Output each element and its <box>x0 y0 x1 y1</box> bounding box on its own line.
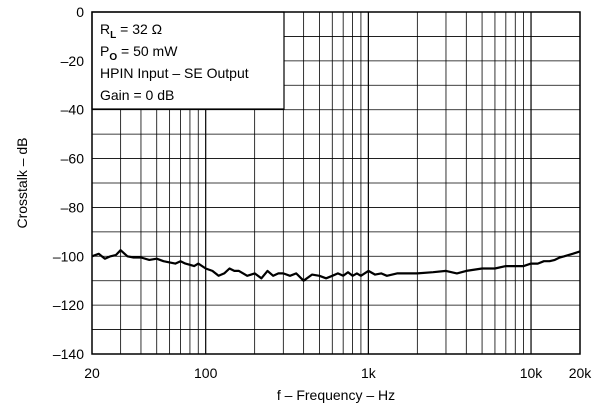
x-axis-title: f – Frequency – Hz <box>277 387 395 403</box>
plot-frame <box>91 11 581 355</box>
x-tick-label: 20k <box>569 365 593 381</box>
y-tick-label: –120 <box>53 297 84 313</box>
y-tick-label: 0 <box>76 4 84 20</box>
x-tick-label: 20 <box>84 365 100 381</box>
condition-label: HPIN Input – SE Output <box>100 65 249 81</box>
series-line <box>91 249 581 282</box>
y-tick-label: –60 <box>61 151 85 167</box>
condition-label: PO = 50 mW <box>100 43 178 63</box>
y-tick-label: –80 <box>61 199 85 215</box>
y-tick-label: –100 <box>53 248 84 264</box>
condition-label: RL = 32 Ω <box>100 21 162 41</box>
y-axis-title: Crosstalk – dB <box>14 137 30 228</box>
x-tick-label: 100 <box>194 365 218 381</box>
y-tick-label: –140 <box>53 346 84 362</box>
y-tick-label: –40 <box>61 102 85 118</box>
legend-box: RL = 32 ΩPO = 50 mW HPIN Input – SE Outpu… <box>91 11 285 110</box>
series-layer <box>91 249 581 282</box>
condition-label: Gain = 0 dB <box>100 87 174 103</box>
x-tick-label: 10k <box>520 365 544 381</box>
x-tick-label: 1k <box>361 365 377 381</box>
y-tick-label: –20 <box>61 53 85 69</box>
